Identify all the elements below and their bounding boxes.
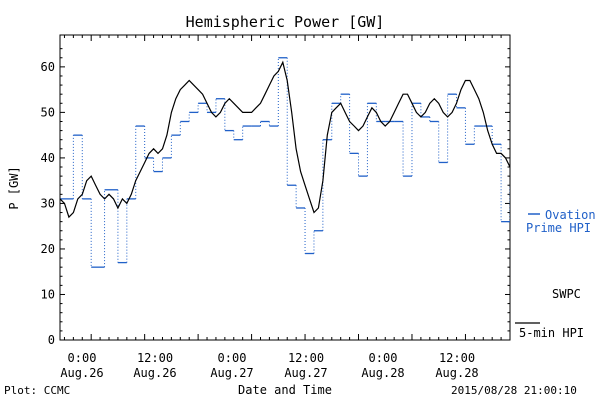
- y-tick-label: 30: [41, 196, 55, 210]
- footer-left: Plot: CCMC: [4, 384, 70, 397]
- x-axis: 0:00Aug.2612:00Aug.260:00Aug.2712:00Aug.…: [60, 35, 502, 380]
- x-tick-label-date: Aug.26: [60, 366, 103, 380]
- x-tick-label-date: Aug.26: [133, 366, 176, 380]
- legend-ovation-label-2: Prime HPI: [526, 221, 591, 235]
- x-tick-label-time: 0:00: [68, 351, 97, 365]
- x-tick-label-date: Aug.28: [361, 366, 404, 380]
- legend-swpc-label-2: 5-min HPI: [519, 326, 584, 340]
- swpc-line: [60, 60, 510, 219]
- y-axis-label: P [GW]: [7, 166, 21, 209]
- x-tick-label-time: 0:00: [369, 351, 398, 365]
- x-tick-label-date: Aug.27: [284, 366, 327, 380]
- footer-right: 2015/08/28 21:00:10: [451, 384, 577, 397]
- x-tick-label-date: Aug.28: [435, 366, 478, 380]
- chart-title: Hemispheric Power [GW]: [186, 13, 385, 31]
- x-tick-label-time: 0:00: [218, 351, 247, 365]
- x-tick-label-time: 12:00: [439, 351, 475, 365]
- y-tick-label: 50: [41, 105, 55, 119]
- legend: Ovation Prime HPI SWPC 5-min HPI: [515, 208, 596, 340]
- y-tick-label: 60: [41, 60, 55, 74]
- plot-frame: [59, 34, 511, 341]
- x-tick-label-time: 12:00: [137, 351, 173, 365]
- legend-swpc-label: SWPC: [552, 287, 581, 301]
- y-tick-label: 10: [41, 287, 55, 301]
- x-axis-label: Date and Time: [238, 383, 332, 397]
- series-layer: [60, 57, 510, 268]
- y-tick-label: 0: [48, 333, 55, 347]
- y-axis: 0 10 20 30 40 50 60: [41, 48, 510, 347]
- x-tick-label-date: Aug.27: [210, 366, 253, 380]
- legend-ovation-label: Ovation: [545, 208, 596, 222]
- series-swpc: [60, 60, 510, 219]
- y-tick-label: 20: [41, 242, 55, 256]
- y-tick-label: 40: [41, 151, 55, 165]
- x-tick-label-time: 12:00: [288, 351, 324, 365]
